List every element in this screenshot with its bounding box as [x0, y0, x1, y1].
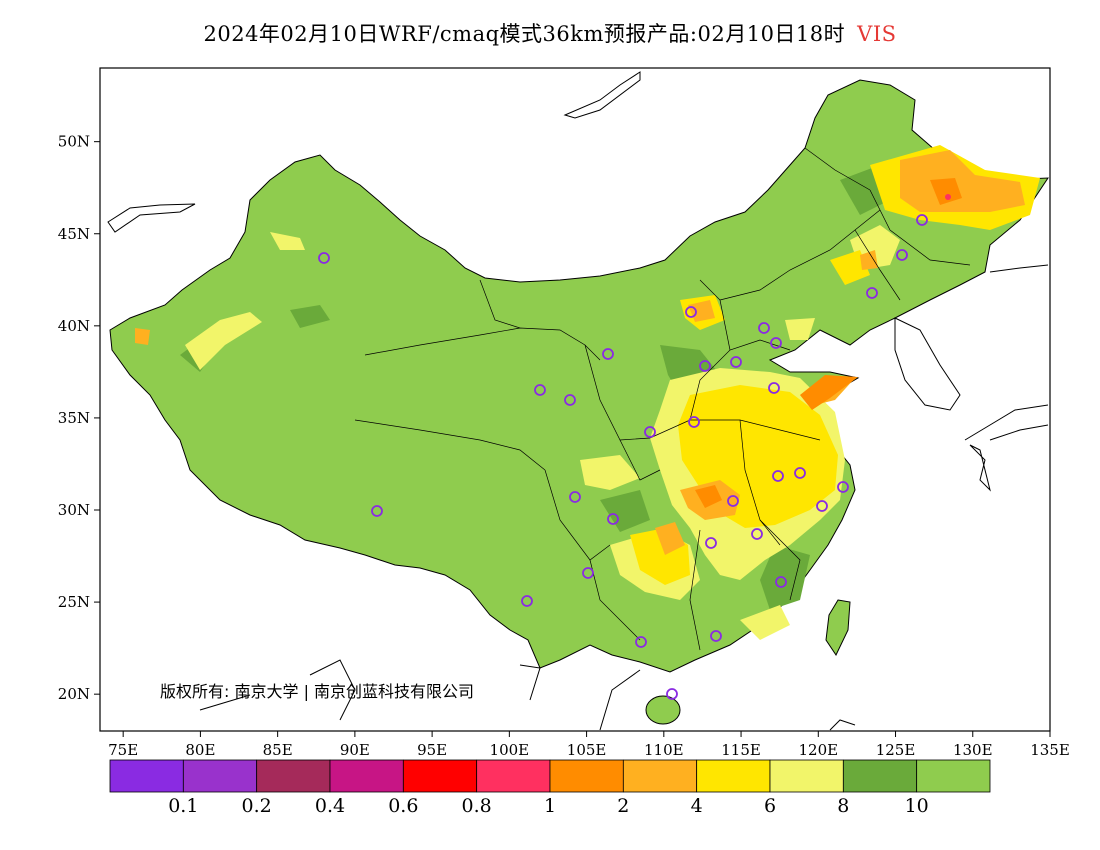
legend-swatch	[182, 759, 258, 793]
legend-swatch	[549, 759, 624, 793]
x-tick-label: 120E	[798, 741, 838, 759]
legend-level-label: 6	[764, 795, 776, 817]
vis-1-2km-regions	[695, 178, 962, 508]
station-marker	[521, 595, 533, 607]
x-tick-label: 135E	[1030, 741, 1070, 759]
y-tick-label: 45N	[58, 225, 90, 243]
copyright-text: 版权所有: 南京大学 | 南京创蓝科技有限公司	[160, 682, 474, 701]
station-marker	[710, 630, 722, 642]
legend-level-label: 0.6	[388, 795, 418, 817]
taiwan-island	[825, 599, 851, 657]
x-tick-label: 110E	[644, 741, 684, 759]
y-tick-label: 40N	[58, 317, 90, 335]
station-marker	[635, 636, 647, 648]
legend-level-label: 1	[544, 795, 556, 817]
legend-swatch	[476, 759, 551, 793]
title-main: 2024年02月10日WRF/cmaq模式36km预报产品:02月10日18时	[203, 22, 846, 46]
station-marker	[607, 513, 619, 525]
y-tick-label: 35N	[58, 409, 90, 427]
legend-level-label: 0.2	[242, 795, 272, 817]
x-tick-label: 75E	[108, 741, 138, 759]
station-marker	[564, 394, 576, 406]
station-marker	[318, 252, 330, 264]
x-tick-label: 85E	[263, 741, 293, 759]
station-marker	[371, 505, 383, 517]
x-tick-label: 105E	[567, 741, 607, 759]
station-marker	[794, 467, 806, 479]
hainan-island	[645, 695, 681, 725]
y-tick-label: 20N	[58, 685, 90, 703]
station-marker	[534, 384, 546, 396]
color-legend: 0.1 0.2 0.4 0.6 0.8 1 2 4 6 8 10	[109, 759, 991, 817]
legend-swatch	[696, 759, 771, 793]
legend-level-label: 10	[905, 795, 929, 817]
station-marker	[772, 470, 784, 482]
y-tick-label: 50N	[58, 133, 90, 151]
title-variable: VIS	[857, 22, 897, 46]
station-marker	[582, 567, 594, 579]
station-marker	[896, 249, 908, 261]
monitoring-stations	[318, 214, 928, 700]
station-marker	[758, 322, 770, 334]
station-marker	[730, 356, 742, 368]
plot-frame	[99, 67, 1051, 732]
map-plot-area	[107, 71, 1049, 731]
station-marker	[866, 287, 878, 299]
x-tick-label: 100E	[490, 741, 530, 759]
x-tick-label: 115E	[721, 741, 761, 759]
legend-swatch	[109, 759, 184, 793]
station-marker	[837, 481, 849, 493]
station-marker	[705, 537, 717, 549]
legend-level-label: 8	[837, 795, 849, 817]
station-marker	[666, 688, 678, 700]
station-marker	[770, 337, 782, 349]
x-tick-label: 95E	[417, 741, 447, 759]
legend-level-label: 2	[617, 795, 629, 817]
vis-lt-1km-spot	[945, 194, 951, 200]
x-tick-label: 130E	[953, 741, 993, 759]
station-marker	[768, 382, 780, 394]
station-marker	[916, 214, 928, 226]
x-axis: 75E 80E 85E 90E 95E 100E 105E 110E 115E 120E 125E 1…	[108, 731, 1070, 759]
map-title: 2024年02月10日WRF/cmaq模式36km预报产品:02月10日18时 V…	[0, 18, 1100, 48]
station-marker	[602, 348, 614, 360]
legend-swatch	[622, 759, 698, 793]
station-marker	[685, 306, 697, 318]
legend-level-label: 0.1	[168, 795, 198, 817]
station-marker	[751, 528, 763, 540]
legend-swatch	[329, 759, 404, 793]
station-marker	[699, 360, 711, 372]
station-marker	[727, 495, 739, 507]
station-marker	[569, 491, 581, 503]
x-tick-label: 125E	[876, 741, 916, 759]
y-tick-label: 25N	[58, 593, 90, 611]
legend-swatch	[769, 759, 844, 793]
legend-swatch	[842, 759, 918, 793]
legend-swatch	[402, 759, 478, 793]
x-tick-label: 80E	[185, 741, 215, 759]
x-tick-label: 90E	[340, 741, 370, 759]
y-axis: 50N 45N 40N 35N 30N 25N 20N	[58, 133, 100, 703]
legend-level-label: 0.4	[315, 795, 345, 817]
station-marker	[644, 426, 656, 438]
legend-swatch	[916, 759, 991, 793]
legend-swatch	[256, 759, 331, 793]
legend-level-label: 0.8	[462, 795, 492, 817]
neighbor-coastlines	[107, 71, 1049, 731]
station-marker	[775, 576, 787, 588]
legend-level-label: 4	[691, 795, 703, 817]
station-marker	[688, 416, 700, 428]
station-marker	[816, 500, 828, 512]
y-tick-label: 30N	[58, 501, 90, 519]
